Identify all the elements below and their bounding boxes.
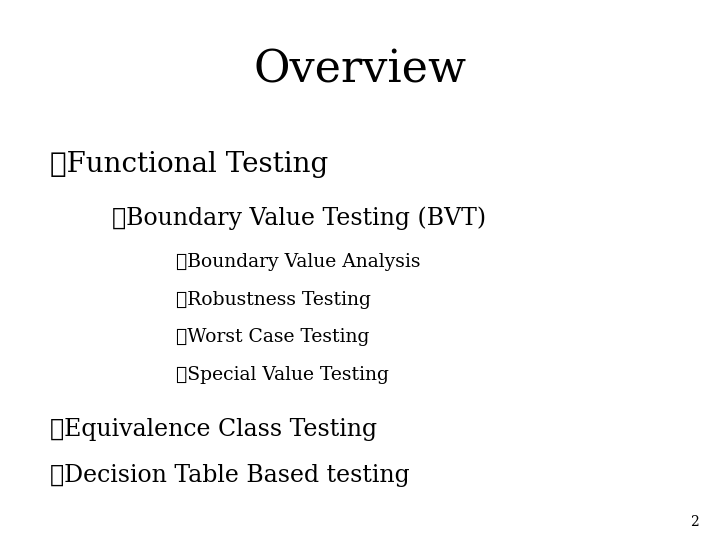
Text: ➤Robustness Testing: ➤Robustness Testing <box>176 291 372 309</box>
Text: Overview: Overview <box>253 49 467 92</box>
Text: ➤Special Value Testing: ➤Special Value Testing <box>176 366 390 384</box>
Text: ➤Boundary Value Analysis: ➤Boundary Value Analysis <box>176 253 421 271</box>
Text: ➤Worst Case Testing: ➤Worst Case Testing <box>176 328 370 347</box>
Text: ➤Boundary Value Testing (BVT): ➤Boundary Value Testing (BVT) <box>112 207 486 231</box>
Text: ➤Equivalence Class Testing: ➤Equivalence Class Testing <box>50 418 377 441</box>
Text: 2: 2 <box>690 515 698 529</box>
Text: ➤Decision Table Based testing: ➤Decision Table Based testing <box>50 464 410 487</box>
Text: ➤Functional Testing: ➤Functional Testing <box>50 151 328 178</box>
